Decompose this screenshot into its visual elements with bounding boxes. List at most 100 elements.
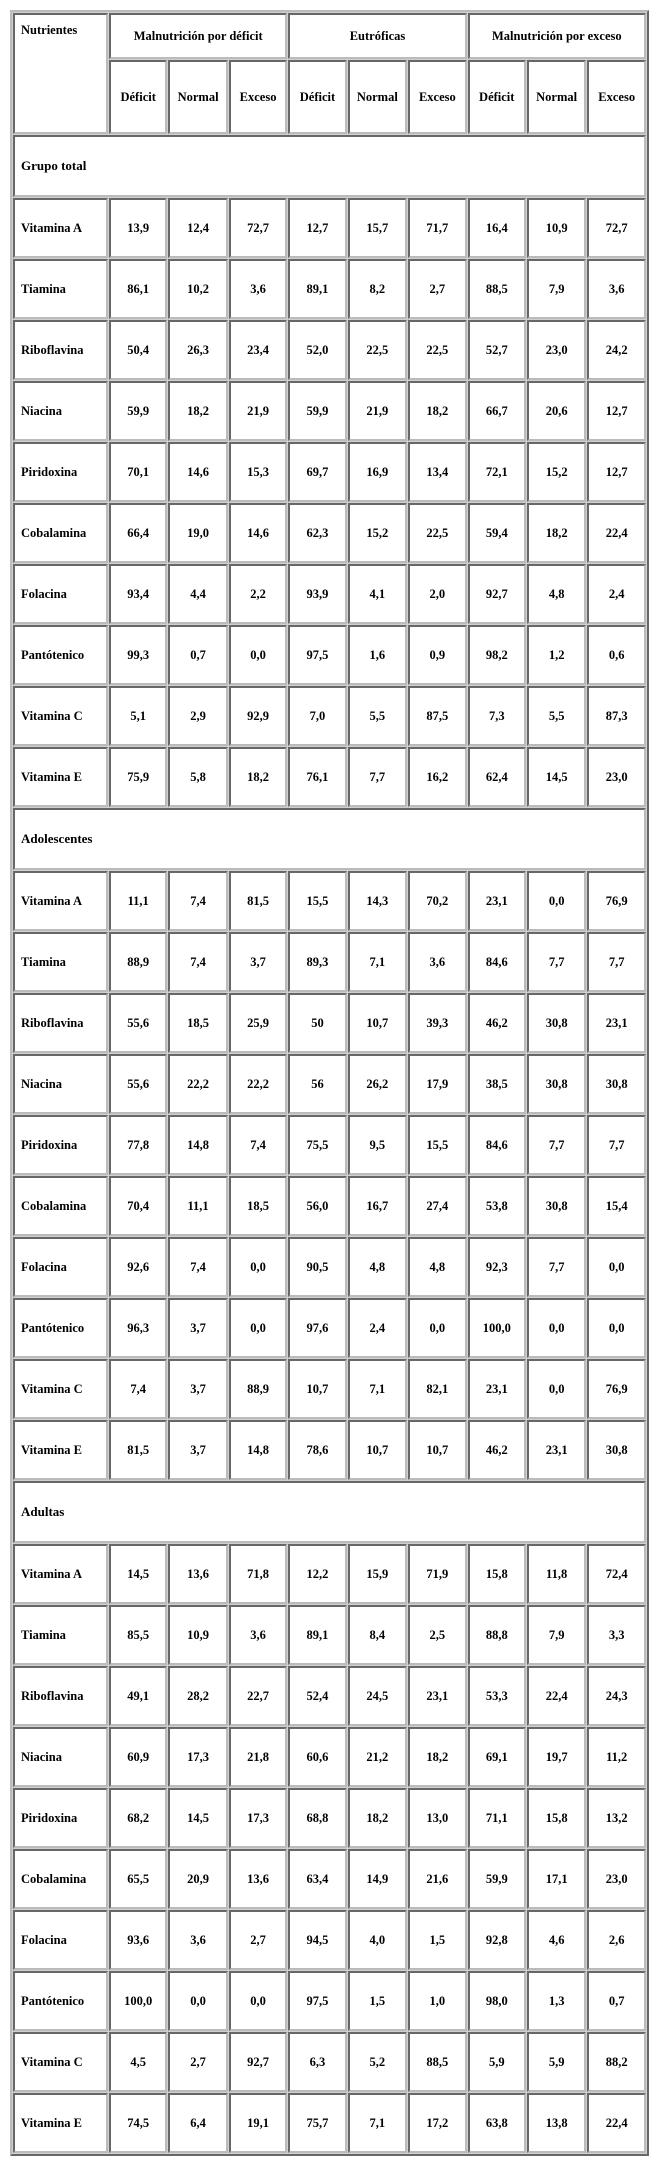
data-cell: 23,1 (468, 871, 526, 931)
table-row: Riboflavina49,128,222,752,424,523,153,32… (13, 1666, 646, 1726)
data-cell: 4,8 (408, 1237, 467, 1297)
data-cell: 21,6 (408, 1849, 467, 1909)
data-cell: 71,8 (229, 1544, 288, 1604)
data-cell: 88,5 (468, 259, 526, 319)
data-cell: 88,5 (408, 2032, 467, 2092)
data-cell: 89,1 (288, 1605, 346, 1665)
data-cell: 72,7 (587, 198, 646, 258)
data-cell: 10,9 (527, 198, 587, 258)
row-label: Cobalamina (13, 503, 108, 563)
data-cell: 87,5 (408, 686, 467, 746)
table-row: Piridoxina70,114,615,369,716,913,472,115… (13, 442, 646, 502)
data-cell: 14,5 (527, 747, 587, 807)
row-label: Niacina (13, 1727, 108, 1787)
data-cell: 17,2 (408, 2093, 467, 2153)
data-cell: 23,1 (468, 1359, 526, 1419)
data-cell: 5,8 (168, 747, 228, 807)
data-cell: 23,0 (527, 320, 587, 380)
data-cell: 98,0 (468, 1971, 526, 2031)
table-row: Tiamina86,110,23,689,18,22,788,57,93,6 (13, 259, 646, 319)
row-label: Folacina (13, 1910, 108, 1970)
data-cell: 65,5 (109, 1849, 167, 1909)
row-label: Pantótenico (13, 1971, 108, 2031)
data-cell: 7,4 (109, 1359, 167, 1419)
data-cell: 21,9 (229, 381, 288, 441)
row-label: Vitamina E (13, 747, 108, 807)
data-cell: 24,3 (587, 1666, 646, 1726)
data-cell: 7,4 (168, 1237, 228, 1297)
section-row: Adultas (13, 1481, 646, 1543)
row-label: Riboflavina (13, 1666, 108, 1726)
data-cell: 7,7 (587, 1115, 646, 1175)
data-cell: 12,4 (168, 198, 228, 258)
data-cell: 18,2 (229, 747, 288, 807)
data-cell: 3,6 (229, 259, 288, 319)
data-cell: 0,0 (229, 1298, 288, 1358)
data-cell: 55,6 (109, 1054, 167, 1114)
row-label: Piridoxina (13, 1115, 108, 1175)
data-cell: 70,1 (109, 442, 167, 502)
table-row: Niacina59,918,221,959,921,918,266,720,61… (13, 381, 646, 441)
data-cell: 81,5 (109, 1420, 167, 1480)
data-cell: 88,8 (468, 1605, 526, 1665)
data-cell: 0,0 (229, 625, 288, 685)
data-cell: 92,6 (109, 1237, 167, 1297)
data-cell: 3,7 (229, 932, 288, 992)
data-cell: 3,7 (168, 1420, 228, 1480)
data-cell: 52,0 (288, 320, 346, 380)
table-row: Cobalamina65,520,913,663,414,921,659,917… (13, 1849, 646, 1909)
data-cell: 71,9 (408, 1544, 467, 1604)
data-cell: 12,7 (587, 442, 646, 502)
data-cell: 3,6 (229, 1605, 288, 1665)
data-cell: 7,9 (527, 1605, 587, 1665)
col-g2-deficit: Déficit (288, 60, 346, 134)
data-cell: 15,9 (348, 1544, 408, 1604)
data-cell: 4,6 (527, 1910, 587, 1970)
row-label: Vitamina C (13, 686, 108, 746)
data-cell: 22,4 (527, 1666, 587, 1726)
data-cell: 19,7 (527, 1727, 587, 1787)
data-cell: 5,5 (527, 686, 587, 746)
data-cell: 59,9 (468, 1849, 526, 1909)
row-label: Niacina (13, 381, 108, 441)
data-cell: 7,7 (527, 932, 587, 992)
data-cell: 7,1 (348, 932, 408, 992)
col-g1-deficit: Déficit (109, 60, 167, 134)
data-cell: 98,2 (468, 625, 526, 685)
header-row-groups: Nutrientes Malnutrición por déficit Eutr… (13, 13, 646, 59)
data-cell: 7,3 (468, 686, 526, 746)
row-label: Pantótenico (13, 625, 108, 685)
data-cell: 3,7 (168, 1359, 228, 1419)
data-cell: 62,4 (468, 747, 526, 807)
data-cell: 4,8 (527, 564, 587, 624)
data-cell: 13,4 (408, 442, 467, 502)
data-cell: 82,1 (408, 1359, 467, 1419)
data-cell: 16,4 (468, 198, 526, 258)
data-cell: 13,6 (168, 1544, 228, 1604)
section-title: Adultas (13, 1481, 646, 1543)
row-label: Pantótenico (13, 1298, 108, 1358)
data-cell: 18,5 (229, 1176, 288, 1236)
col-g1-normal: Normal (168, 60, 228, 134)
table-row: Cobalamina66,419,014,662,315,222,559,418… (13, 503, 646, 563)
data-cell: 59,4 (468, 503, 526, 563)
data-cell: 26,3 (168, 320, 228, 380)
data-cell: 15,5 (288, 871, 346, 931)
data-cell: 0,0 (168, 1971, 228, 2031)
data-cell: 24,2 (587, 320, 646, 380)
data-cell: 30,8 (587, 1420, 646, 1480)
data-cell: 7,4 (168, 932, 228, 992)
data-cell: 3,6 (587, 259, 646, 319)
col-g2-normal: Normal (348, 60, 408, 134)
data-cell: 20,9 (168, 1849, 228, 1909)
data-cell: 6,3 (288, 2032, 346, 2092)
data-cell: 63,4 (288, 1849, 346, 1909)
table-row: Vitamina E75,95,818,276,17,716,262,414,5… (13, 747, 646, 807)
row-label: Tiamina (13, 932, 108, 992)
data-cell: 18,2 (348, 1788, 408, 1848)
data-cell: 5,9 (468, 2032, 526, 2092)
data-cell: 10,7 (288, 1359, 346, 1419)
data-cell: 92,9 (229, 686, 288, 746)
data-cell: 7,0 (288, 686, 346, 746)
data-cell: 60,6 (288, 1727, 346, 1787)
